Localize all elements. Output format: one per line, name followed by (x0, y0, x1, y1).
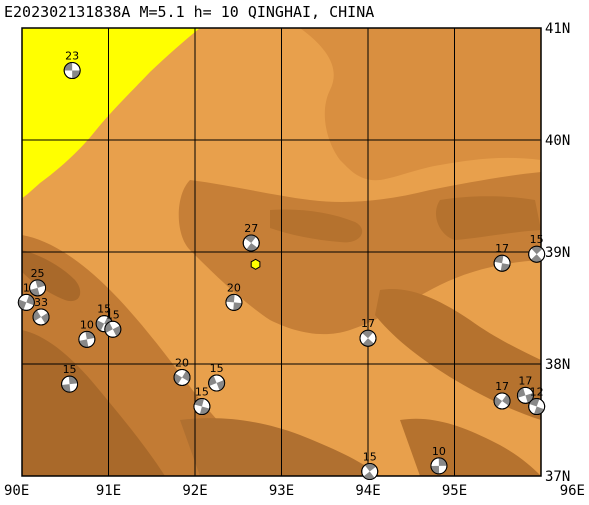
beachball-icon: 15 (208, 362, 226, 392)
lon-label: 90E (4, 483, 29, 499)
latitude-labels: 41N 40N 39N 38N 37N (545, 21, 570, 485)
beachball-icon: 12 (528, 386, 546, 416)
beachball-icon: 1 (17, 281, 35, 311)
depth-label: 33 (34, 296, 48, 309)
terrain-mid-upper (300, 28, 541, 181)
beachball-icon: 15 (104, 308, 122, 338)
depth-label: 25 (31, 267, 45, 280)
terrain-ridge-3 (375, 289, 541, 420)
beachball-icon: 23 (63, 50, 81, 80)
depth-label: 10 (432, 445, 446, 458)
longitude-labels: 90E 91E 92E 93E 94E 95E 96E (4, 483, 585, 499)
depth-label: 17 (518, 374, 532, 387)
terrain-west-ridge (22, 250, 81, 302)
lon-label: 92E (182, 483, 207, 499)
lat-label: 41N (545, 21, 570, 37)
depth-label: 10 (80, 318, 94, 331)
beachball-icon: 25 (29, 267, 47, 297)
terrain-ridge-1 (270, 209, 363, 243)
graticule (22, 28, 541, 476)
beachball-icon: 15 (361, 451, 379, 481)
terrain-south-dark (180, 418, 380, 476)
beachball-icon: 17 (359, 317, 377, 347)
depth-label: 20 (175, 356, 189, 369)
lon-label: 95E (442, 483, 467, 499)
lon-label: 93E (269, 483, 294, 499)
beachball-icon: 17 (493, 380, 511, 410)
main-event (250, 258, 261, 270)
lon-label: 96E (560, 483, 585, 499)
depth-label: 15 (210, 362, 224, 375)
lon-label: 91E (96, 483, 121, 499)
beachball-icon: 10 (78, 318, 96, 348)
depth-label: 15 (195, 386, 209, 399)
depth-label: 27 (244, 222, 258, 235)
beachball-icon: 17 (493, 242, 511, 272)
beachball-icon: 33 (32, 296, 50, 326)
hexagon-icon (250, 258, 261, 270)
beachball-icon: 10 (430, 445, 448, 475)
depth-label: 15 (363, 451, 377, 464)
depth-label: 17 (495, 380, 509, 393)
depth-label: 15 (530, 233, 544, 246)
terrain-ridge-2 (435, 196, 541, 240)
beachball-icon: 15 (193, 386, 211, 416)
depth-label: 17 (361, 317, 375, 330)
lon-label: 94E (355, 483, 380, 499)
lat-label: 38N (545, 357, 570, 373)
depth-label: 15 (63, 363, 77, 376)
depth-label: 15 (97, 303, 111, 316)
beachball-icon: 20 (225, 281, 243, 311)
map-title: E202302131838A M=5.1 h= 10 QINGHAI, CHIN… (4, 3, 375, 21)
beachball-icon: 15 (528, 233, 546, 263)
depth-label: 17 (495, 242, 509, 255)
beachball-icon: 27 (242, 222, 260, 252)
lat-label: 37N (545, 469, 570, 485)
depth-label: 23 (65, 50, 79, 63)
beachball-icon: 15 (95, 303, 113, 333)
depth-label: 20 (227, 281, 241, 294)
beachball-icon: 15 (61, 363, 79, 393)
terrain-southwest-dark (22, 330, 165, 476)
depth-label: 15 (106, 308, 120, 321)
depth-label: 1 (23, 281, 30, 294)
depth-label: 12 (530, 386, 544, 399)
lat-label: 40N (545, 133, 570, 149)
beachball-icon: 20 (173, 356, 191, 386)
lat-label: 39N (545, 245, 570, 261)
